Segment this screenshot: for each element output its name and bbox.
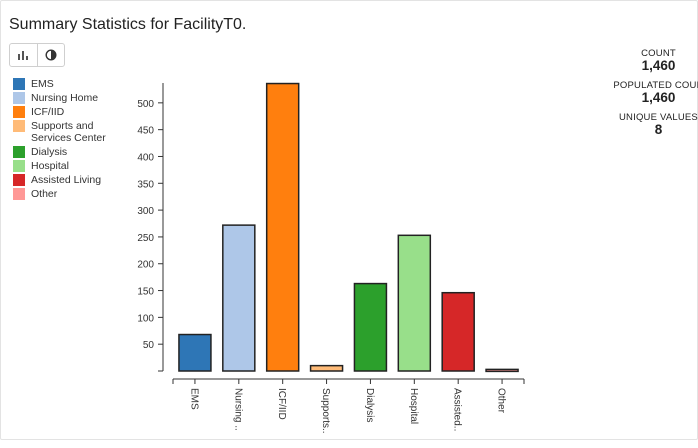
legend-item[interactable]: Hospital (13, 160, 111, 172)
y-tick-label: 450 (137, 126, 154, 137)
y-tick-label: 350 (137, 179, 154, 190)
y-tick-label: 100 (137, 313, 154, 324)
bar-other (485, 368, 519, 373)
legend-swatch (13, 120, 25, 132)
page-title: Summary Statistics for FacilityT0. (9, 16, 247, 33)
x-tick-label: Other (496, 388, 507, 414)
legend-swatch (13, 146, 25, 158)
y-tick-label: 250 (137, 233, 154, 244)
y-tick-label: 300 (137, 206, 154, 217)
legend-item[interactable]: EMS (13, 78, 111, 90)
legend-swatch (13, 160, 25, 172)
stat-label: UNIQUE VALUES (619, 112, 698, 123)
chart-toggle (9, 43, 65, 67)
stat-block: COUNT 1,460 (601, 48, 698, 73)
legend-item[interactable]: Nursing Home (13, 92, 111, 104)
legend-label: Supports and Services Center (31, 120, 106, 144)
chart-legend: EMS Nursing Home ICF/IID Supports and Servi… (13, 78, 111, 202)
bar-nursing-home (222, 224, 256, 372)
x-tick-label: ICF/IID (276, 388, 287, 420)
legend-item[interactable]: Supports and Services Center (13, 120, 111, 144)
y-tick-label: 500 (137, 99, 154, 110)
bar-ems (178, 333, 212, 372)
y-tick-label: 200 (137, 260, 154, 271)
legend-item[interactable]: ICF/IID (13, 106, 111, 118)
stat-label: POPULATED COUN (613, 80, 698, 91)
y-tick-label: 150 (137, 287, 154, 298)
x-tick-label: Supports.. (320, 388, 331, 434)
legend-label: Other (31, 188, 58, 200)
legend-label: ICF/IID (31, 106, 65, 118)
bar-supports-and-services-center (309, 364, 344, 372)
x-tick-label: EMS (188, 388, 199, 410)
legend-swatch (13, 188, 25, 200)
bar-icf-iid (265, 82, 300, 372)
stat-label: COUNT (641, 48, 676, 59)
stat-value: 1,460 (641, 90, 676, 105)
legend-label: Dialysis (31, 146, 68, 158)
stat-value: 1,460 (641, 58, 676, 73)
stats-panel: COUNT 1,460 POPULATED COUN 1,460 UNIQUE VALU… (601, 48, 698, 144)
legend-item[interactable]: Dialysis (13, 146, 111, 158)
x-tick-label: Dialysis (364, 388, 375, 422)
legend-item[interactable]: Other (13, 188, 111, 200)
legend-label: EMS (31, 78, 54, 90)
legend-swatch (13, 174, 25, 186)
bar-chart-icon (18, 51, 29, 60)
bar-assisted-living (441, 291, 475, 372)
bar-hospital (397, 234, 432, 372)
legend-swatch (13, 78, 25, 90)
y-tick-label: 400 (137, 152, 154, 163)
stat-value: 8 (654, 122, 663, 137)
legend-item[interactable]: Assisted Living (13, 174, 111, 186)
legend-label: Assisted Living (31, 174, 102, 186)
y-tick-label: 50 (143, 340, 155, 351)
x-tick-label: Assisted.. (452, 388, 463, 431)
contrast-button[interactable] (36, 44, 65, 66)
legend-label: Nursing Home (31, 92, 99, 104)
legend-label: Hospital (31, 160, 69, 172)
bar-dialysis (353, 282, 388, 372)
x-tick-label: Hospital (408, 388, 419, 424)
contrast-icon (45, 49, 57, 61)
bar-chart-button[interactable] (10, 44, 37, 66)
legend-swatch (13, 106, 25, 118)
stat-block: POPULATED COUN 1,460 (601, 80, 698, 105)
legend-swatch (13, 92, 25, 104)
stat-block: UNIQUE VALUES 8 (601, 112, 698, 137)
x-tick-label: Nursing .. (232, 388, 243, 431)
